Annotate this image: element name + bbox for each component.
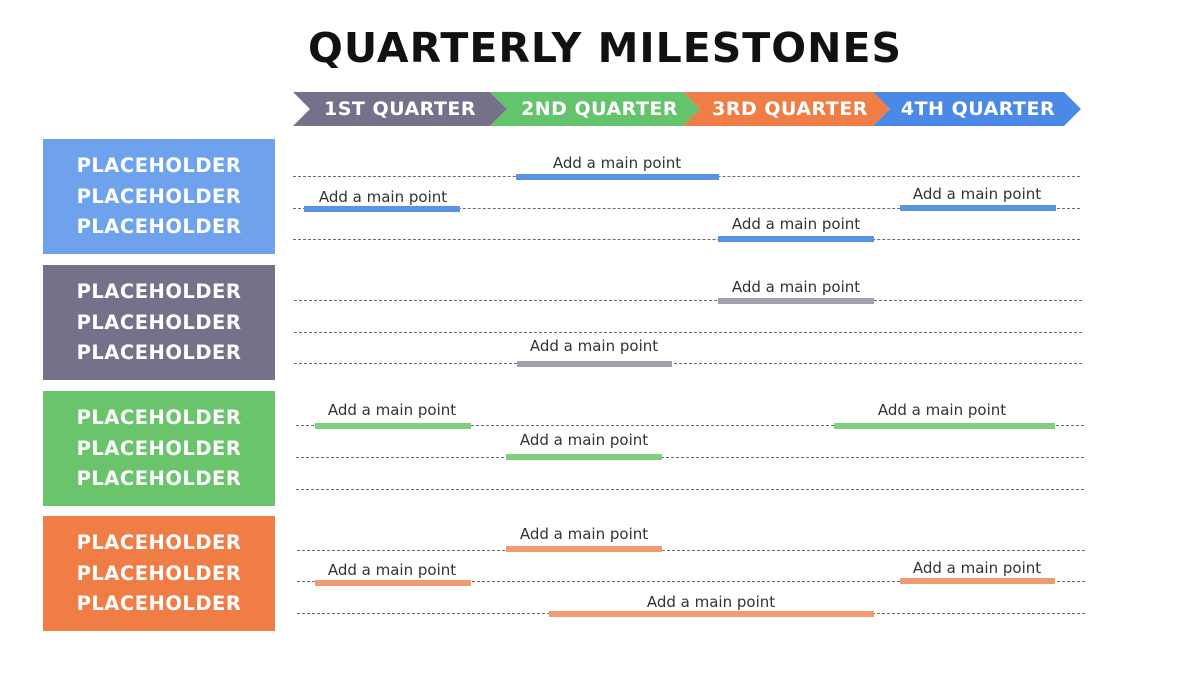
milestone-label: Add a main point xyxy=(877,401,1007,419)
milestone-bar xyxy=(506,454,662,460)
quarter-chevron-4 xyxy=(873,92,1081,126)
milestone-label: Add a main point xyxy=(912,185,1042,203)
milestone-bar xyxy=(718,298,874,304)
category-2-line-2: PLACEHOLDER xyxy=(76,310,242,334)
milestone-label: Add a main point xyxy=(327,401,457,419)
milestone-bar xyxy=(517,361,672,367)
guide-line xyxy=(296,457,1084,458)
milestone-label: Add a main point xyxy=(912,559,1042,577)
milestone-bar xyxy=(718,236,874,242)
guide-line xyxy=(296,425,1084,426)
quarter-label-4: 4TH QUARTER xyxy=(900,98,1056,120)
quarter-label-2: 2ND QUARTER xyxy=(520,98,679,120)
category-box-1: PLACEHOLDER PLACEHOLDER PLACEHOLDER xyxy=(43,139,275,254)
milestone-label: Add a main point xyxy=(731,278,861,296)
category-1-line-1: PLACEHOLDER xyxy=(76,154,242,177)
page-title: QUARTERLY MILESTONES xyxy=(308,24,902,72)
quarter-label-1: 1ST QUARTER xyxy=(323,98,477,120)
quarter-chevron-header xyxy=(293,92,1081,126)
category-2-line-1: PLACEHOLDER xyxy=(76,280,242,303)
milestone-label: Add a main point xyxy=(552,154,682,172)
category-1-line-2: PLACEHOLDER xyxy=(76,184,242,208)
milestone-bar xyxy=(900,205,1056,211)
milestone-bar xyxy=(506,546,662,552)
guide-line xyxy=(297,581,1085,582)
category-3-line-1: PLACEHOLDER xyxy=(76,406,242,429)
milestone-bar xyxy=(516,174,719,180)
category-4-line-1: PLACEHOLDER xyxy=(76,531,242,554)
milestone-label: Add a main point xyxy=(529,337,659,355)
milestone-bar xyxy=(315,423,471,429)
category-box-2: PLACEHOLDER PLACEHOLDER PLACEHOLDER xyxy=(43,265,275,380)
guide-line xyxy=(294,363,1082,364)
quarter-chevron-1 xyxy=(293,92,507,126)
guide-line xyxy=(296,489,1084,490)
milestone-bar xyxy=(900,578,1055,584)
milestone-label: Add a main point xyxy=(731,215,861,233)
guide-line xyxy=(294,332,1082,333)
category-1-line-3: PLACEHOLDER xyxy=(76,215,242,238)
category-4-line-3: PLACEHOLDER xyxy=(76,592,242,615)
category-3-line-2: PLACEHOLDER xyxy=(76,436,242,460)
milestone-label: Add a main point xyxy=(327,561,457,579)
milestone-bar xyxy=(315,580,471,586)
quarter-chevron-2 xyxy=(490,92,700,126)
milestone-label: Add a main point xyxy=(519,431,649,449)
guide-line xyxy=(294,300,1082,301)
guide-line xyxy=(297,550,1085,551)
category-4-line-2: PLACEHOLDER xyxy=(76,561,242,585)
category-2-line-3: PLACEHOLDER xyxy=(76,341,242,364)
milestone-label: Add a main point xyxy=(318,188,448,206)
quarter-chevron-3 xyxy=(683,92,890,126)
category-3-line-3: PLACEHOLDER xyxy=(76,467,242,490)
category-box-4: PLACEHOLDER PLACEHOLDER PLACEHOLDER xyxy=(43,516,275,631)
milestone-label: Add a main point xyxy=(646,593,776,611)
milestone-label: Add a main point xyxy=(519,525,649,543)
milestone-bar xyxy=(549,611,874,617)
guide-line xyxy=(293,239,1080,240)
milestone-bar xyxy=(304,206,460,212)
milestone-bar xyxy=(834,423,1055,429)
category-box-3: PLACEHOLDER PLACEHOLDER PLACEHOLDER xyxy=(43,391,275,506)
quarter-label-3: 3RD QUARTER xyxy=(712,98,868,120)
guide-line xyxy=(293,208,1080,209)
